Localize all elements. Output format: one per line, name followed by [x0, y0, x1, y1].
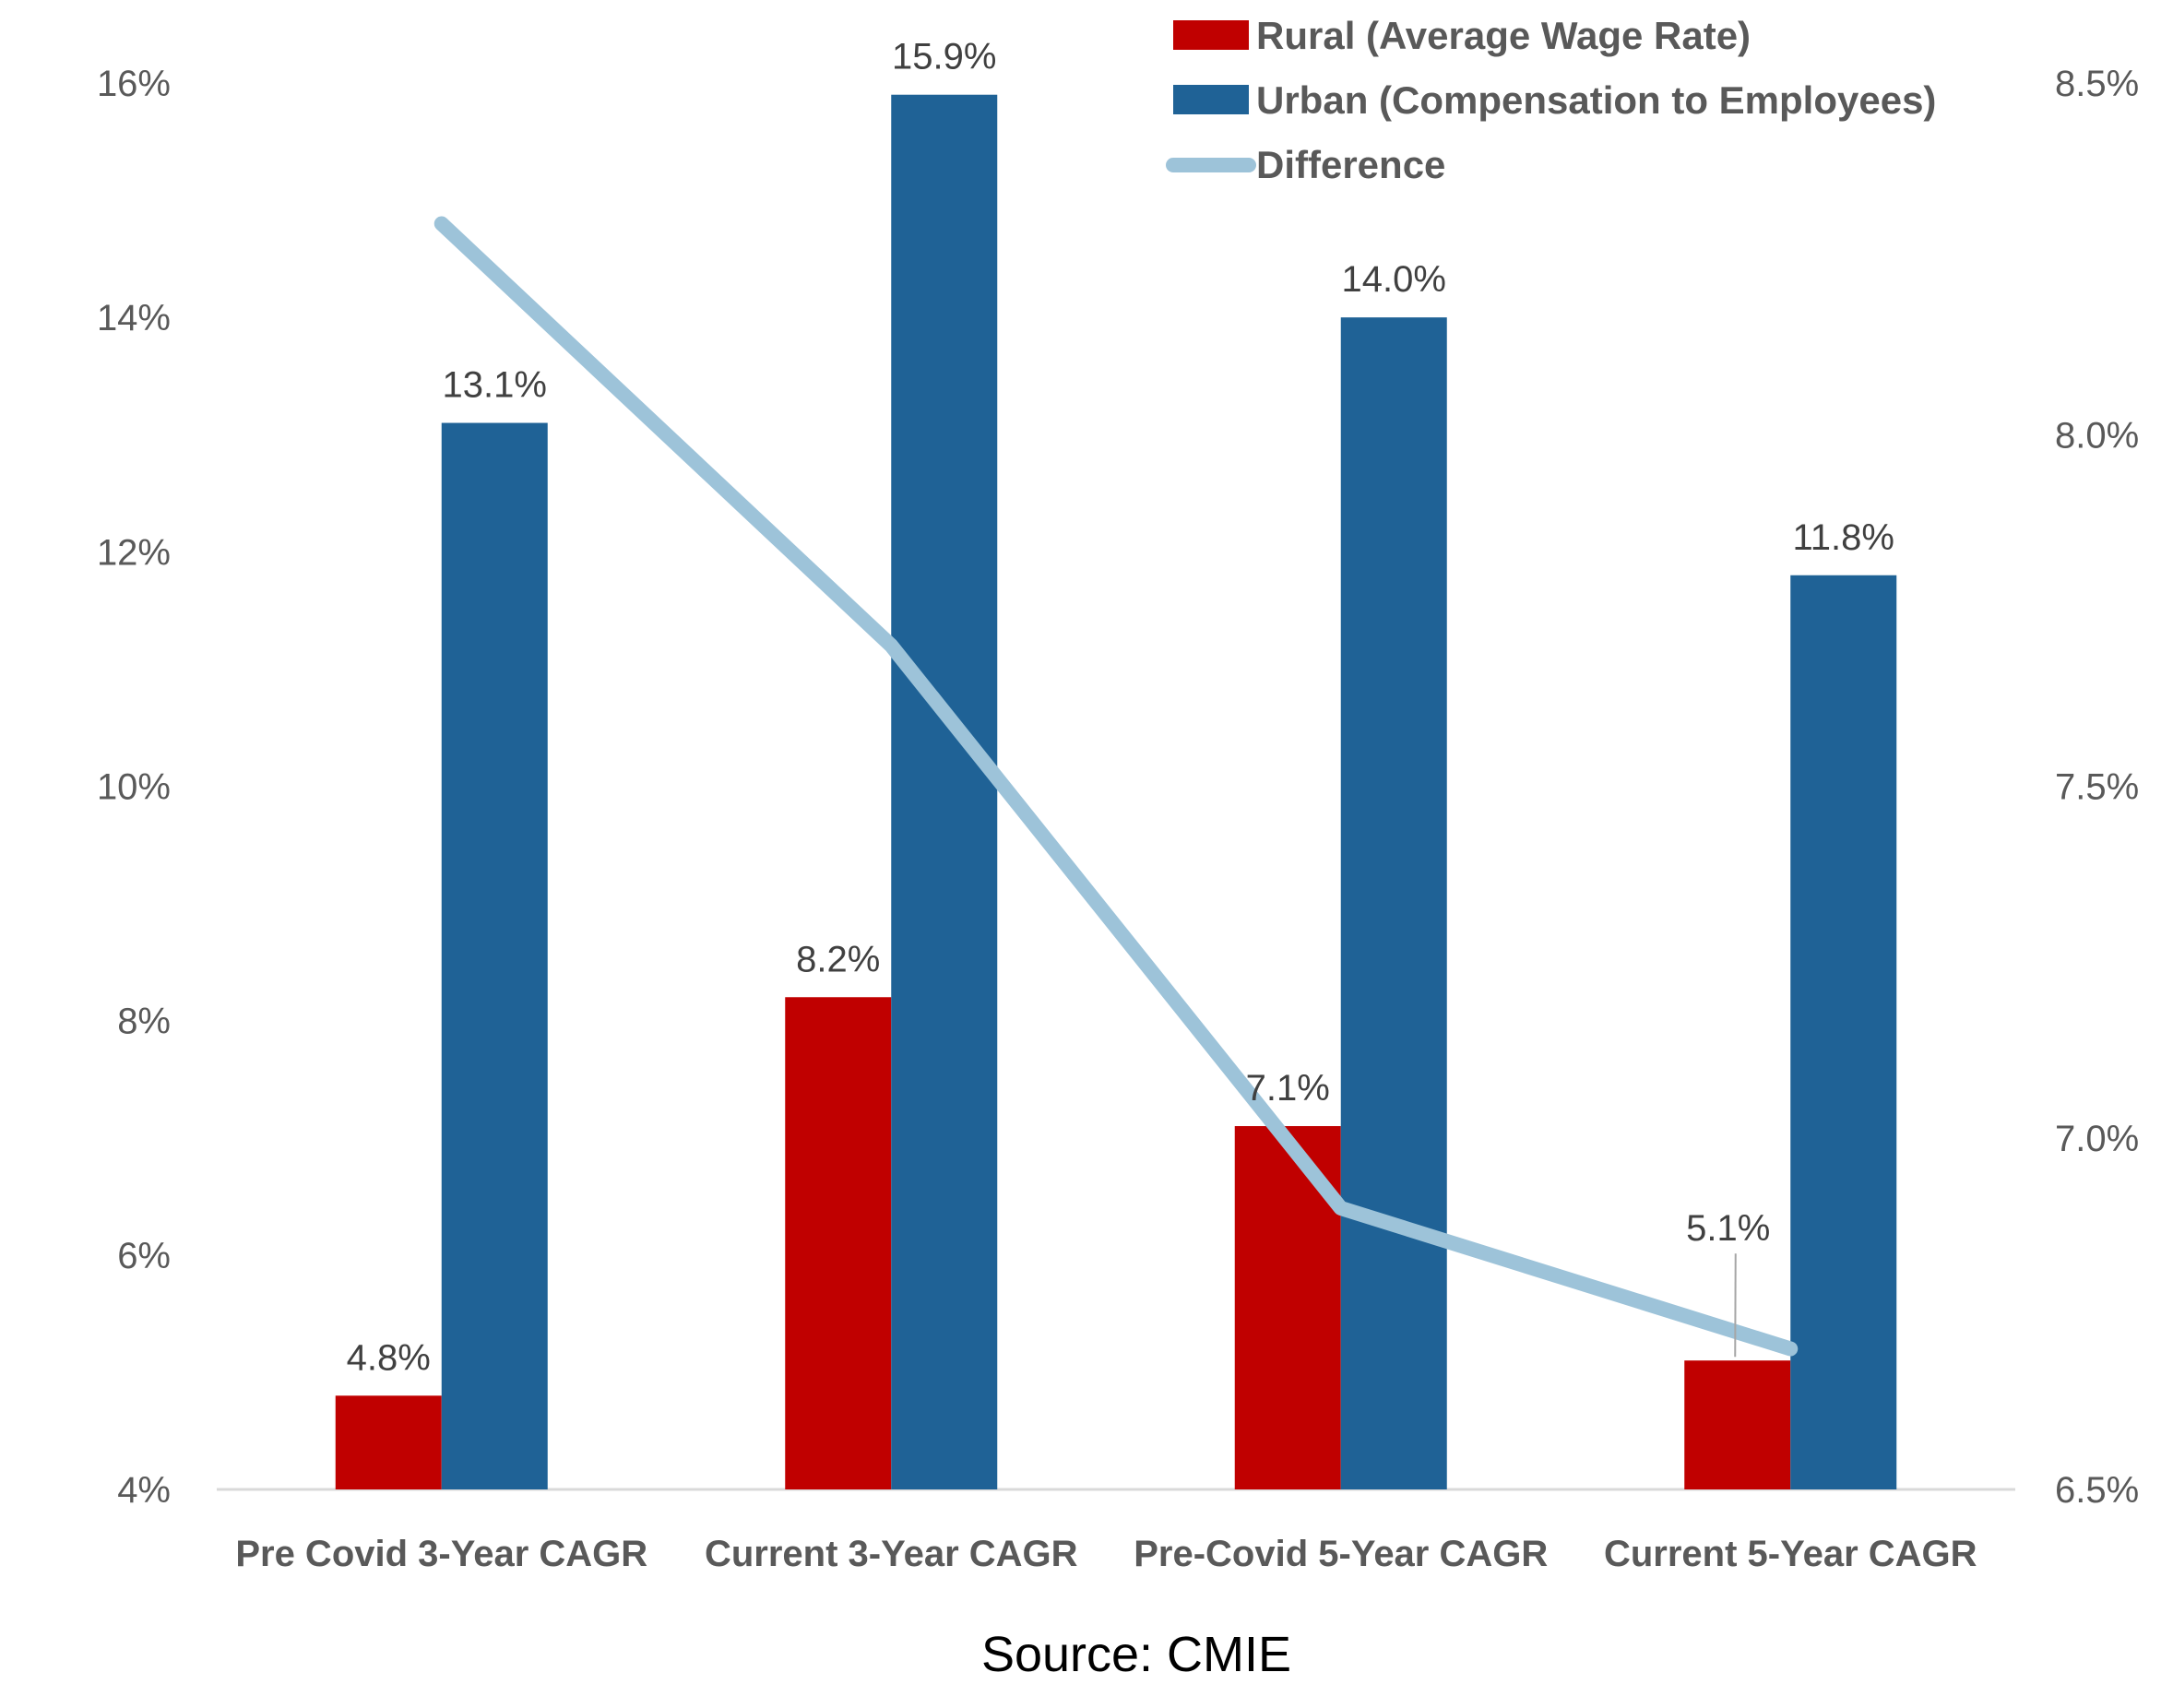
category-label: Current 5-Year CAGR — [1604, 1534, 1977, 1574]
legend: Rural (Average Wage Rate) Urban (Compens… — [1166, 14, 1936, 186]
data-label-urban: 13.1% — [443, 365, 547, 406]
right-axis-ticks: 6.5% 7.0% 7.5% 8.0% 8.5% — [2055, 64, 2139, 1511]
bar-urban — [1340, 317, 1447, 1490]
legend-swatch-rural — [1173, 20, 1249, 50]
leader-line — [1734, 1253, 1737, 1358]
data-label-rural: 4.8% — [347, 1337, 431, 1378]
data-labels: 4.8% 13.1% 8.2% 15.9% 7.1% 14.0% 5.1% 11.8% — [347, 37, 1894, 1379]
data-label-rural: 8.2% — [796, 939, 880, 979]
left-tick-label: 6% — [117, 1236, 171, 1276]
legend-label-rural: Rural (Average Wage Rate) — [1256, 14, 1751, 57]
difference-line — [433, 216, 1799, 1357]
left-axis-ticks: 4% 6% 8% 10% 12% 14% 16% — [97, 64, 171, 1511]
bar-rural — [1684, 1360, 1791, 1489]
data-label-urban: 11.8% — [1793, 517, 1894, 558]
source-note: Source: CMIE — [981, 1627, 1291, 1682]
bar-urban — [891, 94, 998, 1489]
legend-label-difference: Difference — [1256, 143, 1445, 186]
data-label-rural: 5.1% — [1686, 1208, 1770, 1249]
left-tick-label: 12% — [97, 532, 171, 573]
bar-urban — [441, 422, 548, 1490]
bar-rural — [335, 1395, 442, 1489]
category-label: Current 3-Year CAGR — [705, 1534, 1078, 1574]
difference-line-layer — [433, 216, 1799, 1357]
right-tick-label: 6.5% — [2055, 1470, 2139, 1511]
category-label: Pre-Covid 5-Year CAGR — [1134, 1534, 1548, 1574]
left-tick-label: 16% — [97, 64, 171, 104]
right-tick-label: 7.0% — [2055, 1119, 2139, 1159]
legend-swatch-urban — [1173, 85, 1249, 114]
data-label-urban: 15.9% — [892, 37, 996, 77]
bar-rural — [785, 997, 892, 1489]
data-label-urban: 14.0% — [1342, 259, 1446, 300]
left-tick-label: 14% — [97, 298, 171, 338]
category-label: Pre Covid 3-Year CAGR — [235, 1534, 647, 1574]
right-tick-label: 7.5% — [2055, 767, 2139, 808]
right-tick-label: 8.5% — [2055, 64, 2139, 104]
left-tick-label: 10% — [97, 767, 171, 808]
left-tick-label: 4% — [117, 1470, 171, 1511]
data-label-rural: 7.1% — [1246, 1068, 1330, 1109]
bar-urban — [1790, 575, 1897, 1489]
bars — [335, 94, 1897, 1490]
legend-label-urban: Urban (Compensation to Employees) — [1256, 78, 1936, 122]
left-tick-label: 8% — [117, 1002, 171, 1042]
category-labels: Pre Covid 3-Year CAGR Current 3-Year CAGR… — [235, 1534, 1977, 1574]
right-tick-label: 8.0% — [2055, 415, 2139, 456]
